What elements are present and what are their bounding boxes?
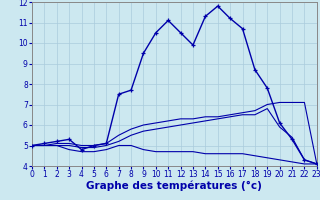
X-axis label: Graphe des températures (°c): Graphe des températures (°c) <box>86 181 262 191</box>
